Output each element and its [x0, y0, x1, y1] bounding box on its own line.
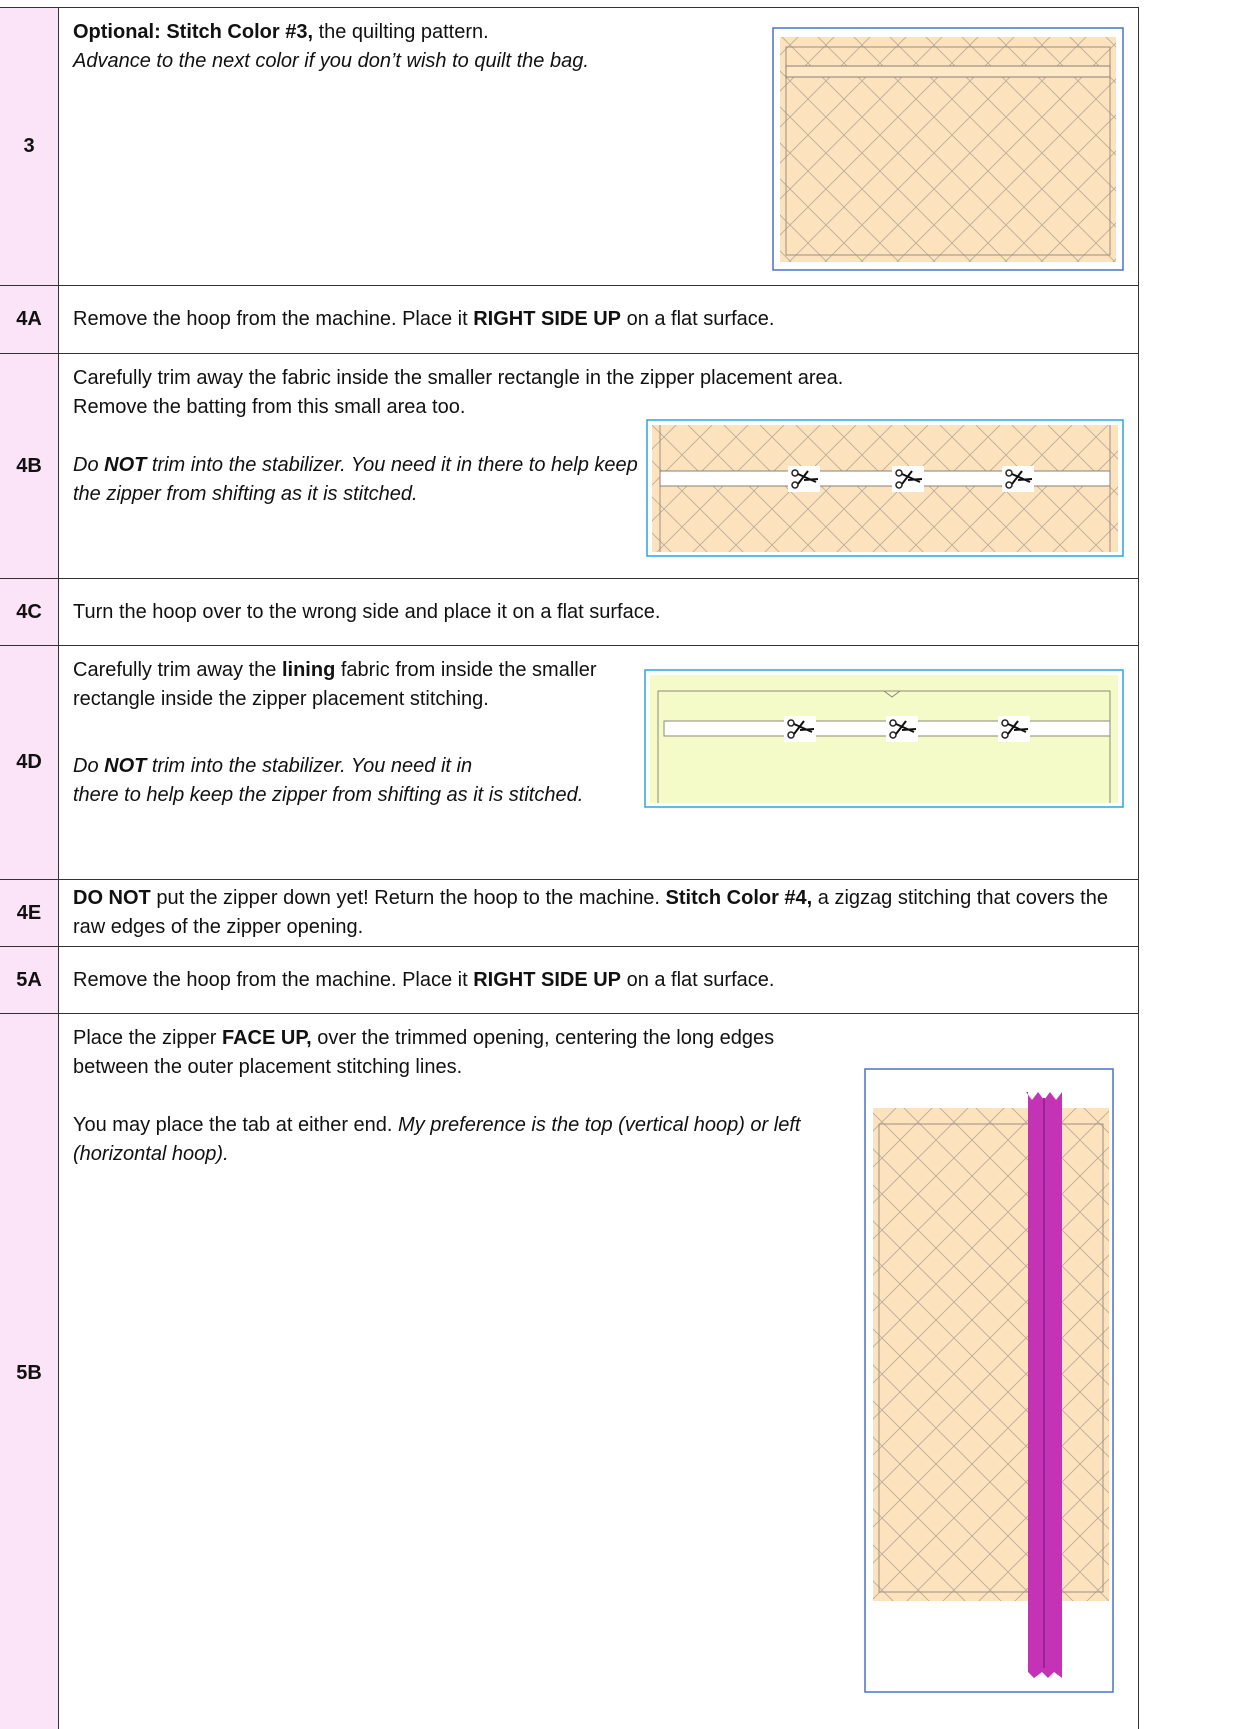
paragraph: Remove the batting from this small area … — [73, 396, 466, 418]
step-label: 5B — [0, 1013, 59, 1729]
text: there to help keep the zipper from shift… — [73, 784, 584, 806]
paragraph: Do NOT trim into the stabilizer. You nee… — [73, 451, 1124, 509]
step-label: 4D — [0, 645, 59, 880]
row: 4A Remove the hoop from the machine. Pla… — [0, 285, 1139, 354]
row: 4B Carefully trim away the fabric inside… — [0, 353, 1139, 579]
bold-text: RIGHT SIDE UP — [473, 968, 622, 991]
step-content: DO NOT put the zipper down yet! Return t… — [58, 879, 1139, 947]
text: Place the zipper — [73, 1027, 222, 1049]
bold-text: FACE UP, — [221, 1027, 312, 1049]
row: 5A Remove the hoop from the machine. Pla… — [0, 946, 1139, 1014]
text: on a flat surface. — [621, 308, 775, 330]
text: over the trimmed opening, centering the … — [73, 1027, 775, 1078]
italic-text: Do NOT trim into the stabilizer. You nee… — [73, 755, 583, 806]
paragraph: Do NOT trim into the stabilizer. You nee… — [73, 752, 1124, 810]
italic-text: My preference is the top (vertical hoop)… — [73, 1114, 801, 1165]
text: the quilting pattern. — [313, 21, 489, 43]
figure — [646, 419, 1124, 557]
paragraph: DO NOT put the zipper down yet! Return t… — [73, 884, 1124, 942]
bold-text: Stitch Color #4, — [665, 887, 813, 909]
step-content: Optional: Stitch Color #3, the quilting … — [58, 7, 1139, 286]
step-content: Carefully trim away the lining fabric fr… — [58, 645, 1139, 880]
step-content: Place the zipper FACE UP, over the trimm… — [58, 1013, 1139, 1729]
bold-text: Optional: Stitch Color #3, — [73, 21, 314, 43]
paragraph: Remove the hoop from the machine. Place … — [73, 305, 1124, 334]
paragraph: Turn the hoop over to the wrong side and… — [73, 600, 661, 623]
text: trim into the stabilizer. You need it in… — [73, 454, 638, 505]
text: Do — [73, 755, 105, 777]
step-label: 4B — [0, 353, 59, 579]
step-label: 3 — [0, 7, 59, 286]
steps-table: 3 Optional: Stitch Color #3, the quiltin… — [0, 7, 1139, 1729]
row: 3 Optional: Stitch Color #3, the quiltin… — [0, 7, 1139, 286]
step-label: 4C — [0, 578, 59, 646]
row: 4E DO NOT put the zipper down yet! Retur… — [0, 879, 1139, 947]
row: 4D Carefully trim away the lining fabric… — [0, 645, 1139, 880]
text: trim into the stabilizer. You need it in — [146, 755, 473, 777]
step-content: Turn the hoop over to the wrong side and… — [58, 578, 1139, 646]
text: a zigzag stitching that covers the raw e… — [73, 887, 1108, 938]
bold-text: NOT — [104, 454, 147, 476]
bold-text: NOT — [104, 755, 147, 777]
italic-text: Do NOT trim into the stabilizer. You nee… — [73, 454, 638, 505]
text: Remove the hoop from the machine. Place … — [73, 308, 474, 330]
paragraph: You may place the tab at either end. My … — [73, 1111, 1124, 1169]
text: on a flat surface. — [621, 968, 775, 991]
step-label: 5A — [0, 946, 59, 1014]
step-content: Remove the hoop from the machine. Place … — [58, 946, 1139, 1014]
text: put the zipper down yet! Return the hoop… — [150, 887, 666, 909]
paragraph: Remove the hoop from the machine. Place … — [73, 966, 1124, 995]
paragraph: Place the zipper FACE UP, over the trimm… — [73, 1024, 1124, 1082]
paragraph: Carefully trim away the lining fabric fr… — [73, 656, 1124, 714]
bold-text: lining — [281, 659, 336, 681]
text: Carefully trim away the — [73, 659, 282, 681]
paragraph: Optional: Stitch Color #3, the quilting … — [73, 18, 1124, 76]
bold-text: DO NOT — [73, 887, 151, 909]
row: 4C Turn the hoop over to the wrong side … — [0, 578, 1139, 646]
figure — [644, 669, 1124, 808]
italic-text: Advance to the next color if you don’t w… — [73, 50, 589, 72]
paragraph: Carefully trim away the fabric inside th… — [73, 367, 844, 389]
figure — [772, 27, 1124, 271]
bold-text: RIGHT SIDE UP — [473, 308, 622, 330]
row: 5B Place the zipper FACE UP, over the tr… — [0, 1013, 1139, 1729]
text: Remove the hoop from the machine. Place … — [73, 968, 474, 991]
step-label: 4A — [0, 285, 59, 354]
text: fabric from inside the smaller rectangle… — [73, 659, 597, 710]
text: You may place the tab at either end. — [73, 1114, 399, 1136]
step-label: 4E — [0, 879, 59, 947]
step-content: Remove the hoop from the machine. Place … — [58, 285, 1139, 354]
step-content: Carefully trim away the fabric inside th… — [58, 353, 1139, 579]
figure — [864, 1068, 1114, 1693]
text: Do — [73, 454, 105, 476]
